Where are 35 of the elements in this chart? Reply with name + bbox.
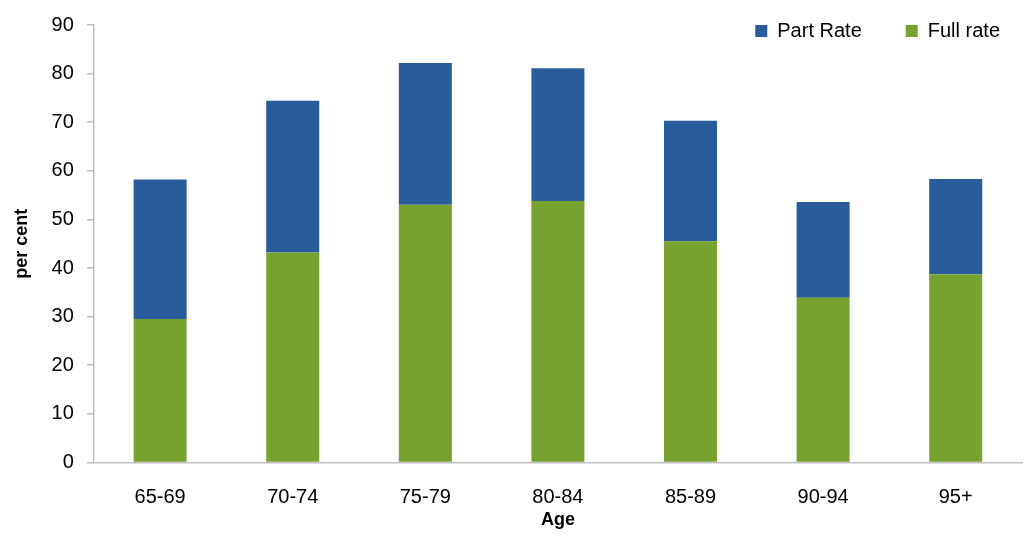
x-tick-label: 90-94 [797, 484, 849, 507]
bar [531, 68, 585, 201]
y-tick-label: 70 [51, 109, 74, 132]
y-tick-label: 90 [51, 12, 74, 35]
y-tick-label: 40 [51, 255, 74, 278]
bar [929, 179, 983, 275]
bar [398, 62, 452, 205]
bar [398, 204, 452, 462]
x-tick-label: 80-84 [532, 484, 584, 507]
bar [266, 100, 320, 253]
x-tick-label: 65-69 [134, 484, 186, 507]
bar [929, 274, 983, 462]
y-tick-label: 80 [51, 61, 74, 84]
bar [531, 200, 585, 462]
y-tick-label: 0 [62, 449, 74, 472]
bar [133, 319, 187, 462]
y-axis-title: per cent [10, 208, 31, 279]
bar [664, 241, 718, 462]
x-tick-label: 95+ [938, 484, 973, 507]
bar [796, 201, 850, 298]
y-tick-label: 50 [51, 206, 74, 229]
bar [133, 179, 187, 320]
bar [796, 297, 850, 462]
legend-label: Part Rate [777, 18, 862, 41]
bar [266, 252, 320, 462]
bar [664, 120, 718, 242]
y-tick-label: 10 [51, 401, 74, 424]
x-tick-label: 75-79 [399, 484, 451, 507]
x-tick-label: 85-89 [664, 484, 717, 507]
x-axis-title: Age [540, 509, 575, 530]
legend-label: Full rate [927, 18, 1000, 41]
y-tick-label: 30 [51, 304, 74, 327]
y-tick-label: 20 [51, 352, 74, 375]
x-tick-label: 70-74 [267, 484, 319, 507]
y-tick-label: 60 [51, 158, 74, 181]
